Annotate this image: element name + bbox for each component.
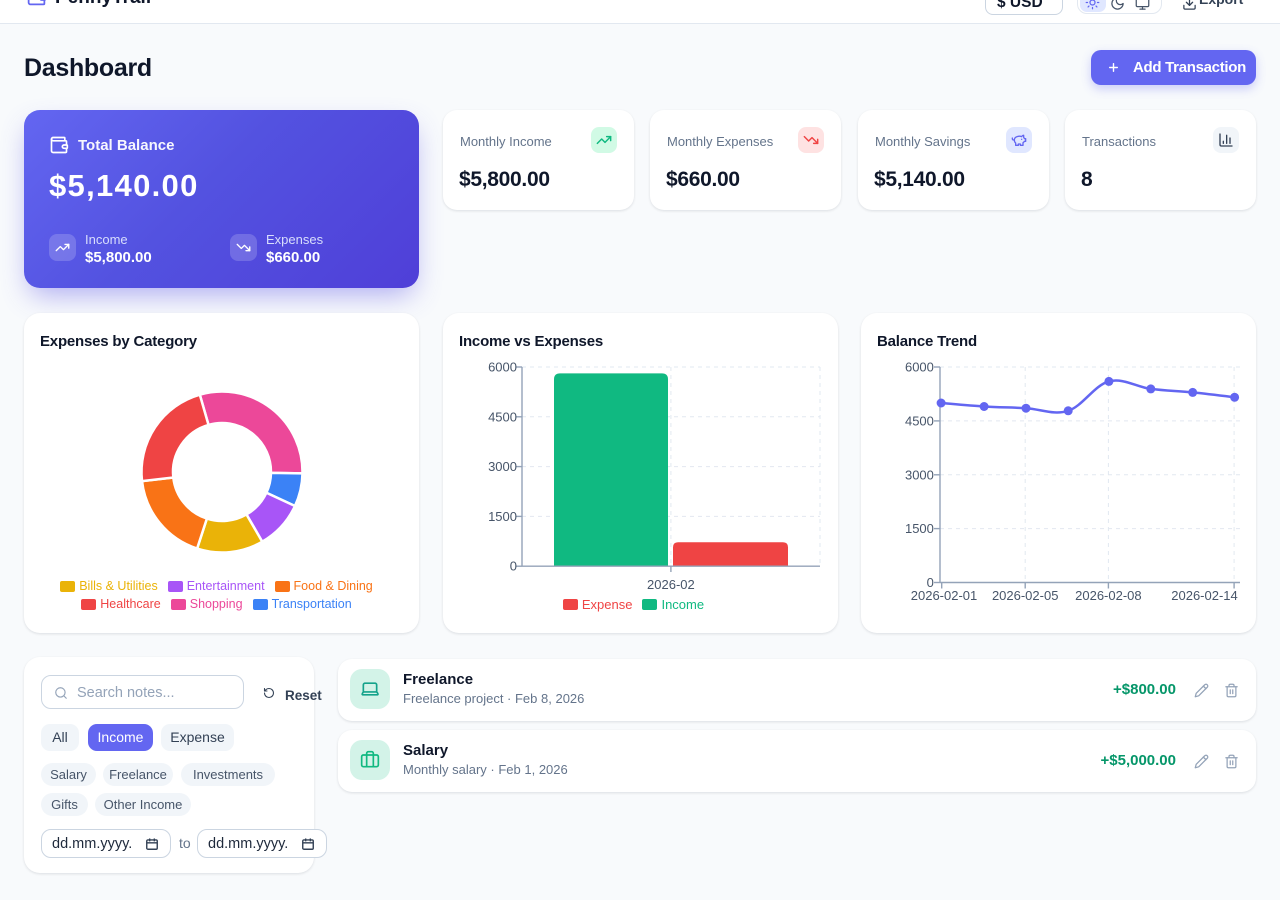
svg-text:2026-02: 2026-02 (647, 577, 695, 592)
svg-text:2026-02-05: 2026-02-05 (992, 588, 1058, 603)
svg-text:4500: 4500 (488, 409, 517, 424)
svg-text:0: 0 (927, 575, 934, 590)
svg-text:4500: 4500 (905, 413, 934, 428)
svg-text:0: 0 (510, 559, 517, 574)
svg-text:3000: 3000 (905, 467, 934, 482)
svg-text:6000: 6000 (905, 360, 934, 375)
svg-text:2026-02-01: 2026-02-01 (911, 588, 978, 603)
svg-text:6000: 6000 (488, 360, 517, 375)
svg-text:2026-02-14: 2026-02-14 (1171, 588, 1238, 603)
svg-text:1500: 1500 (488, 509, 517, 524)
svg-text:2026-02-08: 2026-02-08 (1075, 588, 1142, 603)
svg-text:1500: 1500 (905, 521, 934, 536)
svg-text:3000: 3000 (488, 459, 517, 474)
